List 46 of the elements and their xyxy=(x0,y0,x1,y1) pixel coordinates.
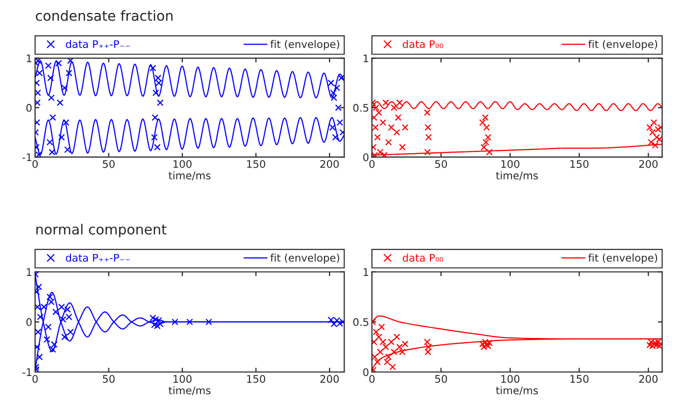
y-tick-label: 0.5 xyxy=(353,318,368,326)
x-tick-label: 0 xyxy=(369,374,375,383)
chart-title: condensate fraction xyxy=(36,10,173,21)
x-tick-label: 50 xyxy=(102,374,115,383)
x-tick-label: 100 xyxy=(174,374,192,383)
y-tick-label: 0 xyxy=(363,153,368,162)
chart-title: normal component xyxy=(36,224,166,238)
legend-label: fit (envelope) xyxy=(270,40,340,50)
y-tick-label: 1 xyxy=(26,54,32,62)
legend-label: fit (envelope) xyxy=(588,254,658,264)
x-tick-label: 50 xyxy=(435,374,447,383)
x-tick-label: 0 xyxy=(32,374,38,383)
x-tick-label: 150 xyxy=(247,374,266,383)
x-axis-title: time/ms xyxy=(496,171,538,180)
y-tick-label: -1 xyxy=(22,153,32,162)
x-tick-label: 50 xyxy=(102,160,115,168)
x-tick-label: 0 xyxy=(369,160,375,168)
x-tick-label: 150 xyxy=(247,160,266,168)
legend-label: data P₀₀ xyxy=(402,254,444,262)
y-tick-label: 0.5 xyxy=(353,104,368,112)
x-tick-label: 200 xyxy=(320,160,339,168)
x-axis-title: time/ms xyxy=(168,171,210,180)
x-tick-label: 100 xyxy=(174,160,192,168)
y-tick-label: -1 xyxy=(22,368,32,376)
legend-label: data P₀₀ xyxy=(402,40,444,48)
x-tick-label: 200 xyxy=(639,374,658,383)
x-tick-label: 100 xyxy=(501,160,520,168)
x-tick-label: 0 xyxy=(32,160,38,168)
y-tick-label: 1 xyxy=(26,268,32,276)
x-tick-label: 150 xyxy=(570,160,588,168)
legend-label: data P₊₊-P₋₋ xyxy=(66,40,130,48)
y-tick-label: 1 xyxy=(364,268,368,276)
legend-label: fit (envelope) xyxy=(588,40,658,50)
x-axis-title: time/ms xyxy=(496,386,538,396)
x-tick-label: 100 xyxy=(501,374,520,383)
x-tick-label: 50 xyxy=(435,160,447,168)
y-tick-label: 1 xyxy=(364,54,368,62)
x-axis-title: time/ms xyxy=(168,386,210,396)
y-tick-label: 0 xyxy=(26,104,32,112)
x-tick-label: 150 xyxy=(570,374,588,383)
x-tick-label: 200 xyxy=(639,160,658,168)
y-tick-label: 0 xyxy=(363,368,368,376)
legend-label: fit (envelope) xyxy=(270,254,340,264)
y-tick-label: 0 xyxy=(26,318,32,326)
x-tick-label: 200 xyxy=(320,374,339,383)
legend-label: data P₊₊-P₋₋ xyxy=(66,254,130,262)
